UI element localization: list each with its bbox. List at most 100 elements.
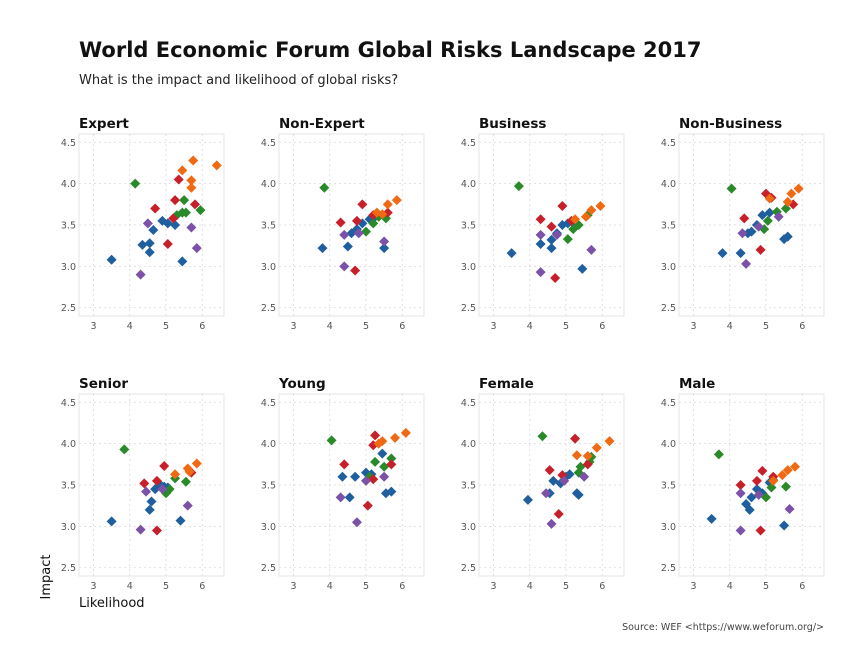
chart-title: World Economic Forum Global Risks Landsc… — [79, 38, 702, 62]
data-point — [319, 182, 330, 193]
y-tick-label: 4.0 — [261, 179, 276, 190]
data-point — [757, 465, 768, 476]
data-point — [564, 469, 575, 480]
y-tick-label: 3.0 — [261, 522, 276, 533]
data-point — [350, 265, 361, 276]
data-point — [544, 465, 555, 476]
data-point — [591, 442, 602, 453]
data-point — [317, 243, 328, 254]
y-tick-label: 4.5 — [461, 138, 476, 149]
panel-title: Business — [479, 116, 546, 132]
y-tick-label: 4.5 — [661, 398, 676, 409]
x-tick-label: 4 — [727, 321, 733, 332]
data-point — [741, 258, 752, 269]
data-point — [550, 272, 561, 283]
y-tick-label: 2.5 — [261, 563, 276, 574]
data-point — [326, 435, 337, 446]
data-point — [335, 492, 346, 503]
data-point — [361, 226, 371, 237]
x-tick-label: 5 — [563, 581, 569, 592]
data-point — [793, 183, 804, 194]
data-point — [735, 525, 746, 536]
data-point — [351, 517, 362, 528]
data-point — [337, 471, 348, 482]
data-point — [570, 433, 581, 444]
data-point — [186, 182, 197, 193]
data-point — [753, 221, 764, 232]
data-point — [190, 199, 200, 210]
data-point — [370, 456, 381, 467]
data-point — [573, 489, 584, 500]
y-tick-label: 3.0 — [61, 262, 76, 273]
data-point — [150, 203, 161, 214]
data-point — [377, 448, 388, 459]
y-axis-label: Impact — [39, 555, 54, 600]
y-tick-label: 3.5 — [461, 221, 476, 232]
data-point — [755, 525, 766, 536]
data-point — [768, 475, 779, 486]
data-point — [779, 520, 790, 531]
source-caption: Source: WEF <https://www.weforum.org/> — [622, 622, 824, 633]
data-point — [726, 183, 737, 194]
x-tick-label: 4 — [327, 321, 333, 332]
data-point — [377, 209, 388, 220]
panel-title: Female — [479, 376, 534, 392]
data-point — [773, 211, 784, 222]
data-point — [786, 188, 797, 199]
data-point — [350, 471, 361, 482]
x-tick-label: 3 — [290, 321, 296, 332]
data-point — [586, 244, 597, 255]
data-point — [141, 486, 152, 497]
y-tick-label: 2.5 — [261, 303, 276, 314]
data-point — [142, 218, 153, 229]
x-tick-label: 6 — [199, 321, 205, 332]
x-tick-label: 3 — [690, 581, 696, 592]
data-point — [580, 211, 591, 222]
panel-title: Young — [278, 376, 326, 392]
data-point — [139, 478, 150, 489]
data-point — [339, 261, 350, 272]
x-tick-label: 6 — [599, 581, 605, 592]
data-point — [570, 214, 581, 225]
x-tick-label: 4 — [127, 321, 133, 332]
y-tick-label: 3.0 — [661, 522, 676, 533]
data-point — [135, 269, 146, 280]
data-point — [164, 484, 175, 495]
x-tick-label: 4 — [727, 581, 733, 592]
data-point — [755, 244, 766, 255]
data-point — [780, 481, 791, 492]
data-point — [144, 238, 155, 249]
data-point — [106, 254, 117, 265]
data-point — [191, 458, 202, 469]
data-point — [559, 475, 570, 486]
panel-female: Female 3 4 5 6 2.5 3.0 3.5 4.0 4.5 — [461, 376, 625, 592]
data-point — [151, 475, 162, 486]
data-point — [717, 248, 728, 259]
data-point — [386, 453, 397, 464]
data-point — [335, 217, 346, 228]
data-point — [751, 475, 762, 486]
data-point — [377, 436, 388, 447]
data-point — [735, 480, 746, 490]
x-tick-label: 6 — [199, 581, 205, 592]
panel-title: Non-Expert — [279, 116, 365, 132]
data-point — [382, 199, 393, 210]
panel-male: Male 3 4 5 6 2.5 3.0 3.5 4.0 4.5 — [661, 376, 825, 592]
x-tick-label: 3 — [90, 581, 96, 592]
x-tick-label: 5 — [163, 321, 169, 332]
data-point — [351, 215, 362, 226]
x-tick-label: 5 — [563, 321, 569, 332]
data-point — [151, 525, 162, 536]
data-point — [595, 200, 606, 211]
data-point — [177, 256, 188, 267]
data-point — [188, 155, 199, 166]
data-point — [782, 231, 793, 242]
data-point — [586, 205, 597, 216]
data-point — [777, 470, 788, 481]
data-point — [357, 199, 368, 210]
data-point — [784, 503, 795, 514]
y-tick-label: 3.5 — [261, 481, 276, 492]
y-tick-label: 2.5 — [61, 563, 76, 574]
data-point — [180, 476, 191, 487]
data-point — [782, 196, 793, 207]
